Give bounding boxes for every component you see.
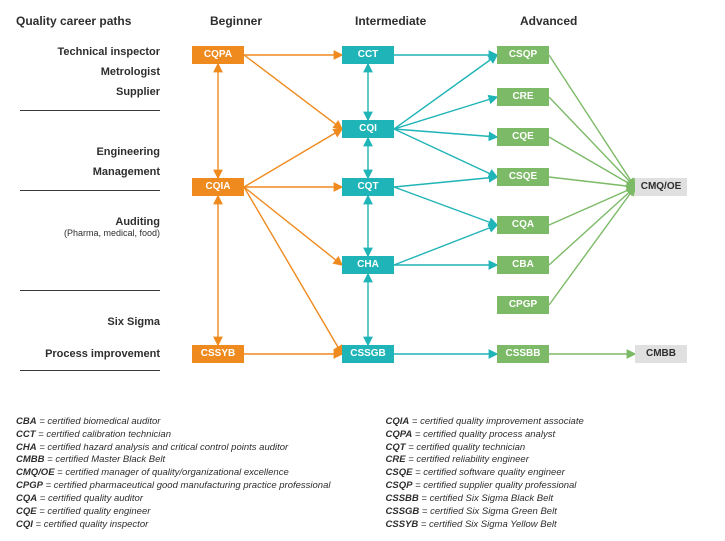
arrow <box>394 129 497 177</box>
glossary-entry: CQE = certified quality engineer <box>16 506 346 519</box>
divider <box>20 370 160 371</box>
glossary-entry: CSSGB = certified Six Sigma Green Belt <box>386 506 716 519</box>
cert-box-cqa: CQA <box>497 216 549 234</box>
arrow <box>549 187 635 265</box>
glossary-entry: CPGP = certified pharmaceutical good man… <box>16 480 346 493</box>
glossary-entry: CRE = certified reliability engineer <box>386 454 716 467</box>
career-path-diagram: Quality career paths Beginner Intermediat… <box>10 10 715 410</box>
cert-box-cpgp: CPGP <box>497 296 549 314</box>
glossary: CBA = certified biomedical auditorCCT = … <box>10 416 715 531</box>
cert-box-cha: CHA <box>342 256 394 274</box>
row-label: Six Sigma <box>20 316 160 328</box>
glossary-entry: CHA = certified hazard analysis and crit… <box>16 442 346 455</box>
row-label: Engineering <box>20 146 160 158</box>
arrow <box>549 187 635 225</box>
cert-box-cba: CBA <box>497 256 549 274</box>
glossary-entry: CQT = certified quality technician <box>386 442 716 455</box>
page-title: Quality career paths <box>16 14 131 28</box>
arrow <box>394 187 497 225</box>
glossary-entry: CCT = certified calibration technician <box>16 429 346 442</box>
arrow <box>394 225 497 265</box>
divider <box>20 190 160 191</box>
glossary-entry: CQI = certified quality inspector <box>16 519 346 532</box>
glossary-entry: CMBB = certified Master Black Belt <box>16 454 346 467</box>
arrow <box>549 137 635 187</box>
row-label: Metrologist <box>20 66 160 78</box>
cert-box-cssbb: CSSBB <box>497 345 549 363</box>
glossary-entry: CMQ/OE = certified manager of quality/or… <box>16 467 346 480</box>
row-label: Technical inspector <box>20 46 160 58</box>
glossary-entry: CQIA = certified quality improvement ass… <box>386 416 716 429</box>
cert-box-csqe: CSQE <box>497 168 549 186</box>
cert-box-csqp: CSQP <box>497 46 549 64</box>
arrow <box>244 187 342 265</box>
cert-box-cssgb: CSSGB <box>342 345 394 363</box>
glossary-entry: CSSBB = certified Six Sigma Black Belt <box>386 493 716 506</box>
column-header: Intermediate <box>355 14 426 28</box>
divider <box>20 110 160 111</box>
arrow <box>244 55 342 129</box>
arrow <box>394 97 497 129</box>
cert-box-cmbb: CMBB <box>635 345 687 363</box>
glossary-entry: CQPA = certified quality process analyst <box>386 429 716 442</box>
cert-box-cqe: CQE <box>497 128 549 146</box>
glossary-entry: CSQE = certified software quality engine… <box>386 467 716 480</box>
row-label: Supplier <box>20 86 160 98</box>
glossary-entry: CQA = certified quality auditor <box>16 493 346 506</box>
glossary-entry: CBA = certified biomedical auditor <box>16 416 346 429</box>
arrow <box>394 177 497 187</box>
row-label: Process improvement <box>20 348 160 360</box>
cert-box-cmqoe: CMQ/OE <box>635 178 687 196</box>
cert-box-cre: CRE <box>497 88 549 106</box>
cert-box-cqpa: CQPA <box>192 46 244 64</box>
cert-box-cqt: CQT <box>342 178 394 196</box>
column-header: Advanced <box>520 14 577 28</box>
divider <box>20 290 160 291</box>
row-label: Management <box>20 166 160 178</box>
cert-box-cssyb: CSSYB <box>192 345 244 363</box>
arrow <box>549 187 635 305</box>
arrow <box>394 129 497 137</box>
arrow <box>549 97 635 187</box>
arrow <box>244 129 342 187</box>
arrow <box>549 177 635 187</box>
cert-box-cct: CCT <box>342 46 394 64</box>
row-label: Auditing(Pharma, medical, food) <box>20 216 160 238</box>
glossary-entry: CSQP = certified supplier quality profes… <box>386 480 716 493</box>
arrow <box>549 55 635 187</box>
arrow <box>244 187 342 354</box>
column-header: Beginner <box>210 14 262 28</box>
arrow <box>394 55 497 129</box>
cert-box-cqia: CQIA <box>192 178 244 196</box>
cert-box-cqi: CQI <box>342 120 394 138</box>
glossary-entry: CSSYB = certified Six Sigma Yellow Belt <box>386 519 716 532</box>
